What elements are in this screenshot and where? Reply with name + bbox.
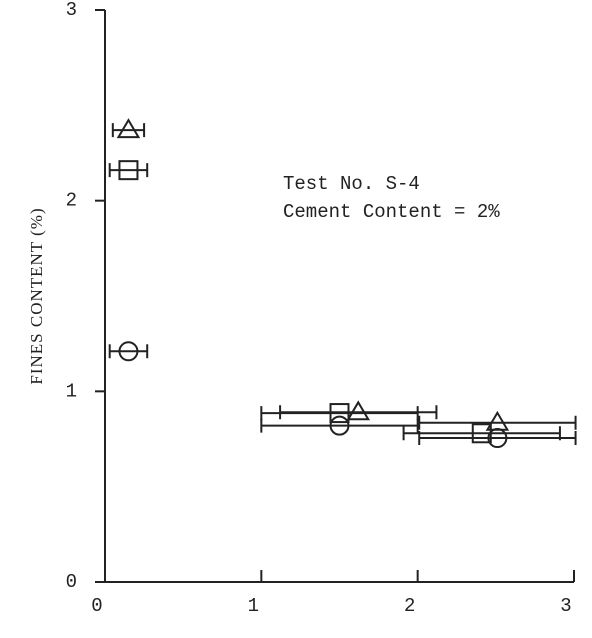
y-axis-label: FINES CONTENT (%) <box>27 207 46 384</box>
error-bar <box>418 415 577 430</box>
error-bar <box>108 163 149 178</box>
error-bar <box>418 431 577 446</box>
square-marker <box>118 160 139 181</box>
circle-marker <box>329 415 350 436</box>
circle-marker <box>118 341 139 362</box>
circle-marker <box>487 428 508 449</box>
annotation: Cement Content = 2% <box>283 201 500 223</box>
y-tick-label: 0 <box>66 571 77 593</box>
x-tick-label: 0 <box>91 595 102 617</box>
annotation: Test No. S-4 <box>283 173 420 195</box>
error-bar <box>260 406 419 421</box>
y-tick-label: 2 <box>66 190 77 212</box>
x-tick-label: 1 <box>248 595 259 617</box>
error-bar <box>260 418 419 433</box>
y-tick-label: 3 <box>66 0 77 21</box>
x-tick-label: 2 <box>404 595 415 617</box>
triangle-marker <box>346 400 371 421</box>
error-bar <box>108 344 149 359</box>
triangle-marker <box>116 118 141 139</box>
square-marker <box>329 403 350 424</box>
error-bar <box>111 123 146 138</box>
y-tick-label: 1 <box>66 380 77 402</box>
x-tick-label: 3 <box>560 595 571 617</box>
